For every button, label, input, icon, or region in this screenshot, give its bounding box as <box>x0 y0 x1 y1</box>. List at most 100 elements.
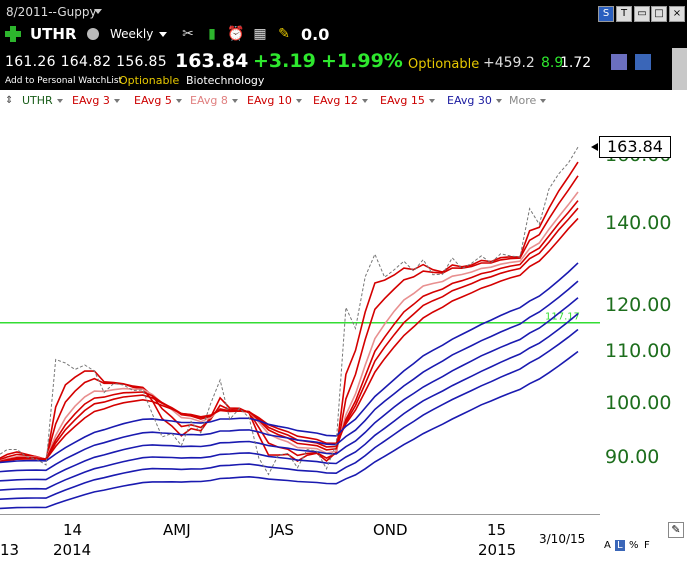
close-icon[interactable]: × <box>669 6 685 22</box>
s-icon[interactable]: S <box>598 6 614 22</box>
chevron-down-icon[interactable] <box>175 99 182 103</box>
legend-item-eavg-8[interactable]: EAvg 8 <box>190 94 238 107</box>
open-price: 161.26 <box>5 54 56 70</box>
x-axis-line <box>0 514 600 515</box>
legend-item-eavg-10[interactable]: EAvg 10 <box>247 94 302 107</box>
drag-handle-icon[interactable]: ⇕ <box>5 95 14 106</box>
y-tick-label: 90.00 <box>605 446 660 468</box>
chevron-down-icon[interactable] <box>113 99 120 103</box>
title-dropdown-icon[interactable] <box>94 9 102 14</box>
last-price-pointer <box>591 143 598 151</box>
legend-item-label: More <box>509 94 537 107</box>
y-tick-label: 120.00 <box>605 294 672 316</box>
optionable-link[interactable]: Optionable <box>119 74 180 87</box>
horizontal-line-label: 117.17 <box>545 312 580 323</box>
tools-icon[interactable]: ✂ <box>182 26 194 42</box>
header-bar: 8/2011--Guppy S T ▭ □ × UTHR Weekly ✂ ▮ … <box>0 0 687 90</box>
x-tick-label: 2015 <box>478 541 517 559</box>
series-line-eavg-30 <box>0 262 579 464</box>
note-icon[interactable]: ✎ <box>278 26 290 42</box>
printer-icon[interactable] <box>87 28 99 40</box>
chevron-down-icon[interactable] <box>428 99 435 103</box>
stat-value-1: +459.2 <box>483 55 535 71</box>
period-dropdown-icon[interactable] <box>159 32 167 37</box>
alarm-icon[interactable]: ⏰ <box>227 26 245 42</box>
chevron-down-icon[interactable] <box>56 99 63 103</box>
scale-option-a[interactable]: A <box>604 540 611 551</box>
y-tick-label: 140.00 <box>605 212 672 234</box>
y-tick-label: 110.00 <box>605 340 672 362</box>
symbol-label[interactable]: UTHR <box>30 25 77 43</box>
legend-item-eavg-15[interactable]: EAvg 15 <box>380 94 435 107</box>
legend-item-label: EAvg 8 <box>190 94 228 107</box>
series-line-eavg-10 <box>0 200 579 463</box>
legend-item-label: EAvg 30 <box>447 94 492 107</box>
chevron-down-icon[interactable] <box>540 99 547 103</box>
legend-item-label: EAvg 15 <box>380 94 425 107</box>
series-line-eavg-45 <box>0 312 579 491</box>
series-line-eavg-3 <box>0 161 579 463</box>
t-icon[interactable]: T <box>616 6 632 22</box>
price-change-pct: +1.99% <box>321 50 403 72</box>
add-to-watchlist-link[interactable]: Add to Personal WatchList <box>5 76 123 86</box>
zero-value: 0.0 <box>301 25 330 44</box>
high-price: 164.82 <box>60 54 112 70</box>
series-line-eavg-50 <box>0 328 579 500</box>
book-icon[interactable] <box>611 54 627 70</box>
period-select[interactable]: Weekly <box>110 27 154 41</box>
x-tick-label: 13 <box>0 541 20 559</box>
price-change: +3.19 <box>253 50 316 72</box>
scale-option-pct[interactable]: % <box>629 540 639 551</box>
chevron-down-icon[interactable] <box>495 99 502 103</box>
stat-value-2: 8.9 <box>541 55 564 71</box>
last-price: 163.84 <box>175 50 249 72</box>
series-line-eavg-12 <box>0 207 579 463</box>
legend-item-eavg-30[interactable]: EAvg 30 <box>447 94 502 107</box>
indicator-legend-bar <box>0 90 687 110</box>
legend-item-eavg-5[interactable]: EAvg 5 <box>134 94 182 107</box>
series-line-eavg-8 <box>0 191 579 462</box>
scale-option-f[interactable]: F <box>644 540 650 551</box>
series-line-eavg-15 <box>0 217 579 463</box>
scale-option-l[interactable]: L <box>615 540 625 551</box>
chevron-down-icon[interactable] <box>361 99 368 103</box>
save-icon[interactable] <box>635 54 651 70</box>
legend-item-eavg-3[interactable]: EAvg 3 <box>72 94 120 107</box>
low-price: 156.85 <box>116 54 167 70</box>
chevron-down-icon[interactable] <box>231 99 238 103</box>
scrollbar[interactable] <box>672 48 687 90</box>
chart-bars-icon[interactable]: ▮ <box>208 26 216 42</box>
x-tick-label: JAS <box>270 521 294 539</box>
legend-item-label: EAvg 5 <box>134 94 172 107</box>
price-line <box>0 146 579 476</box>
y-tick-label: 100.00 <box>605 392 672 414</box>
calculator-icon[interactable]: ▦ <box>253 26 267 42</box>
legend-item-uthr[interactable]: UTHR <box>22 94 63 107</box>
series-line-eavg-40 <box>0 297 579 482</box>
legend-item-label: EAvg 3 <box>72 94 110 107</box>
sector-label: Biotechnology <box>186 74 265 87</box>
date-label: 3/10/15 <box>539 532 586 546</box>
x-tick-label: 15 <box>487 521 507 539</box>
price-chart[interactable]: 117.17 <box>0 110 600 515</box>
x-tick-label: 2014 <box>53 541 92 559</box>
restore-icon[interactable]: ▭ <box>634 6 650 22</box>
x-tick-label: AMJ <box>163 521 191 539</box>
legend-item-label: EAvg 10 <box>247 94 292 107</box>
series-line-eavg-35 <box>0 280 579 473</box>
maximize-icon[interactable]: □ <box>651 6 667 22</box>
edit-chart-icon[interactable]: ✎ <box>668 522 684 538</box>
x-tick-label: OND <box>373 521 408 539</box>
legend-item-eavg-12[interactable]: EAvg 12 <box>313 94 368 107</box>
chevron-down-icon[interactable] <box>295 99 302 103</box>
series-line-eavg-60 <box>0 350 579 510</box>
ohl-prices: 161.26 164.82 156.85 <box>5 54 167 70</box>
add-symbol-icon[interactable] <box>4 25 22 43</box>
legend-item-label: UTHR <box>22 94 53 107</box>
stat-value-3: 1.72 <box>560 55 592 71</box>
last-price-box: 163.84 <box>599 136 671 158</box>
legend-item-label: EAvg 12 <box>313 94 358 107</box>
window-title[interactable]: 8/2011--Guppy <box>6 5 97 19</box>
legend-item-more[interactable]: More <box>509 94 547 107</box>
optionable-label: Optionable <box>408 57 480 72</box>
